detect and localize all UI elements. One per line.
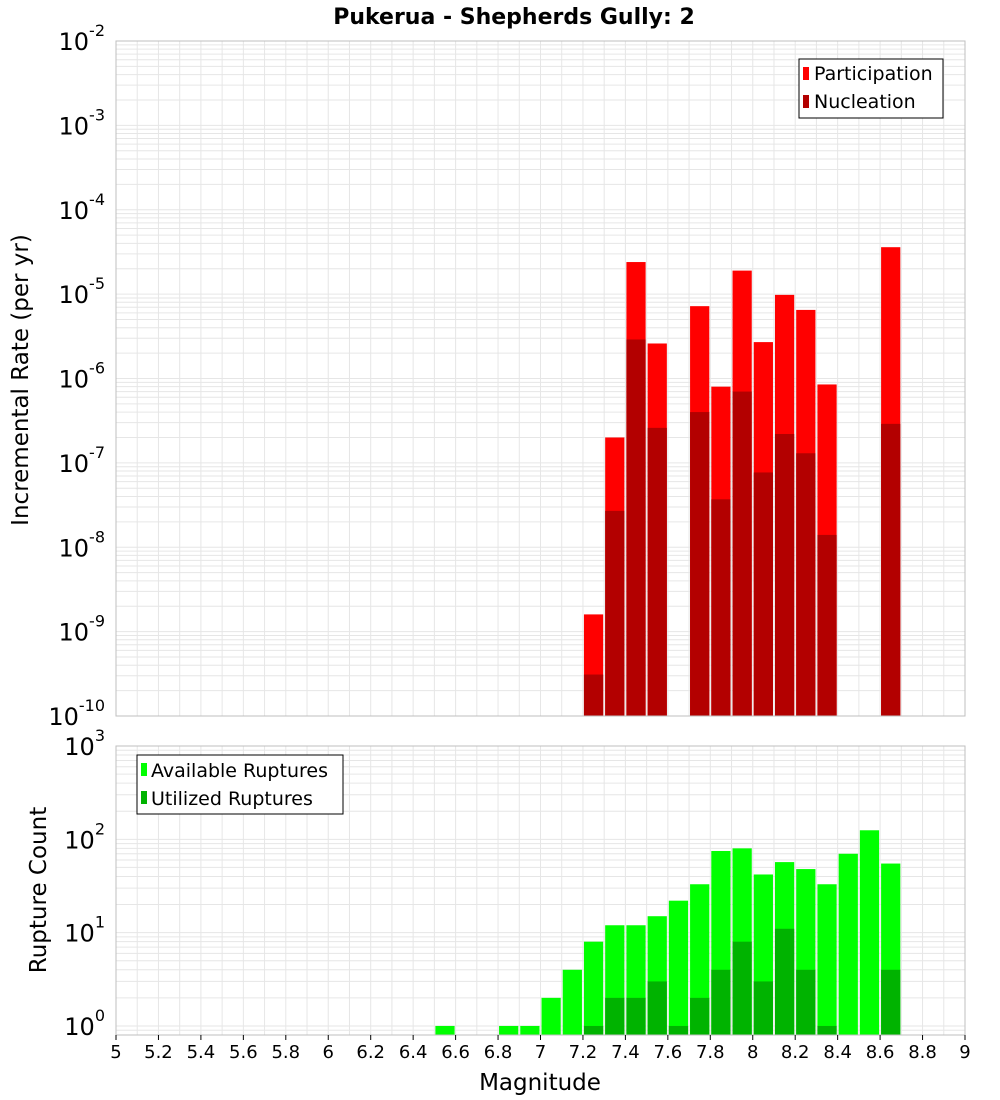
bar-nucleation [647, 427, 667, 716]
top-bars [583, 247, 901, 716]
bar-utilized-ruptures [583, 1025, 604, 1035]
x-tick-label: 8.2 [781, 1042, 810, 1063]
top-plot-frame [115, 40, 966, 717]
bar-utilized-ruptures [817, 1025, 837, 1035]
bar-available-ruptures [859, 830, 880, 1035]
bar-nucleation [626, 339, 646, 716]
x-tick-label: 7.6 [654, 1042, 683, 1063]
bar-available-ruptures [583, 941, 604, 1035]
x-tick-label: 5.2 [144, 1042, 173, 1063]
bar-available-ruptures [435, 1025, 455, 1035]
top-y-tick-label: 10-2 [59, 21, 106, 56]
bar-nucleation [711, 499, 731, 716]
x-tick-label: 6 [323, 1042, 334, 1063]
bar-nucleation [605, 510, 625, 716]
legend-label-utilized: Utilized Ruptures [151, 788, 313, 810]
bar-utilized-ruptures [690, 997, 710, 1035]
bar-utilized-ruptures [711, 969, 731, 1035]
x-tick-label: 8.8 [908, 1042, 937, 1063]
bar-utilized-ruptures [774, 928, 795, 1035]
x-tick-label: 9 [959, 1042, 970, 1063]
top-y-tick-label: 10-6 [59, 359, 106, 394]
bottom-y-tick-label: 103 [64, 726, 105, 761]
bar-nucleation [881, 423, 901, 716]
x-tick-label: 6.2 [356, 1042, 385, 1063]
legend-swatch-available [141, 763, 147, 776]
bar-available-ruptures [668, 900, 689, 1035]
bottom-panel: 100 101 102 103 5 5.2 5.4 5.6 5.8 6 6.2 6.4 6.6 6.8 7… [26, 726, 971, 1096]
bar-available-ruptures [690, 884, 710, 1035]
bottom-bars [435, 830, 901, 1035]
bar-utilized-ruptures [668, 1025, 689, 1035]
x-tick-label: 7.8 [696, 1042, 725, 1063]
x-tick-label: 7.4 [611, 1042, 640, 1063]
x-tick-label: 5 [110, 1042, 121, 1063]
bar-available-ruptures [499, 1025, 519, 1035]
x-tick-label: 8.4 [823, 1042, 852, 1063]
bottom-legend: Available Ruptures Utilized Ruptures [136, 754, 344, 815]
bar-utilized-ruptures [796, 969, 816, 1035]
x-axis-label: Magnitude [479, 1070, 601, 1096]
legend-label-available: Available Ruptures [151, 760, 328, 782]
x-tick-label: 5.4 [187, 1042, 216, 1063]
top-y-tick-label: 10-9 [59, 612, 106, 647]
bar-nucleation [817, 534, 837, 716]
top-y-axis-label: Incremental Rate (per yr) [8, 234, 34, 526]
bottom-y-tick-labels: 100 101 102 103 [64, 726, 105, 1041]
bottom-y-tick-label: 100 [64, 1006, 105, 1041]
bar-utilized-ruptures [605, 997, 625, 1035]
top-y-tick-label: 10-8 [59, 527, 106, 562]
bar-utilized-ruptures [732, 941, 752, 1035]
bar-utilized-ruptures [753, 981, 773, 1035]
bar-nucleation [690, 412, 710, 716]
bar-nucleation [583, 674, 604, 716]
bottom-y-tick-label: 101 [64, 913, 105, 948]
x-tick-label: 7.2 [569, 1042, 598, 1063]
x-tick-label: 8.6 [866, 1042, 895, 1063]
x-tick-label: 7 [535, 1042, 546, 1063]
bar-utilized-ruptures [647, 981, 667, 1035]
legend-swatch-nucleation [803, 95, 809, 108]
top-legend: Participation Nucleation [798, 58, 944, 119]
top-y-tick-label: 10-4 [59, 190, 106, 225]
top-y-tick-label: 10-3 [59, 105, 106, 140]
x-tick-label: 5.8 [271, 1042, 300, 1063]
top-grid [116, 41, 965, 716]
top-y-tick-label: 10-5 [59, 274, 106, 309]
bar-nucleation [732, 391, 752, 716]
chart-title: Pukerua - Shepherds Gully: 2 [333, 5, 695, 30]
bottom-y-axis-label: Rupture Count [26, 807, 52, 973]
bottom-y-tick-label: 102 [64, 819, 105, 854]
bar-utilized-ruptures [881, 969, 901, 1035]
top-y-tick-label: 10-7 [59, 443, 106, 478]
bar-nucleation [753, 472, 773, 716]
legend-swatch-participation [803, 67, 809, 80]
bar-available-ruptures [838, 853, 858, 1035]
legend-label-participation: Participation [814, 63, 933, 85]
bar-nucleation [796, 453, 816, 716]
x-tick-label: 6.8 [484, 1042, 513, 1063]
x-tick-label: 6.4 [399, 1042, 428, 1063]
bar-available-ruptures [817, 884, 837, 1035]
bar-available-ruptures [562, 969, 582, 1035]
x-tick-labels: 5 5.2 5.4 5.6 5.8 6 6.2 6.4 6.6 6.8 7 7.2 7.4 7.6 7.8 8… [110, 1035, 971, 1063]
bar-available-ruptures [541, 997, 561, 1035]
top-legend-box [798, 58, 944, 119]
x-tick-label: 8 [747, 1042, 758, 1063]
bar-nucleation [774, 433, 795, 716]
bottom-legend-box [136, 754, 344, 815]
bar-available-ruptures [520, 1025, 540, 1035]
legend-label-nucleation: Nucleation [814, 91, 916, 113]
x-tick-label: 6.6 [441, 1042, 470, 1063]
bar-utilized-ruptures [626, 997, 646, 1035]
x-tick-label: 5.6 [229, 1042, 258, 1063]
legend-swatch-utilized [141, 791, 147, 804]
